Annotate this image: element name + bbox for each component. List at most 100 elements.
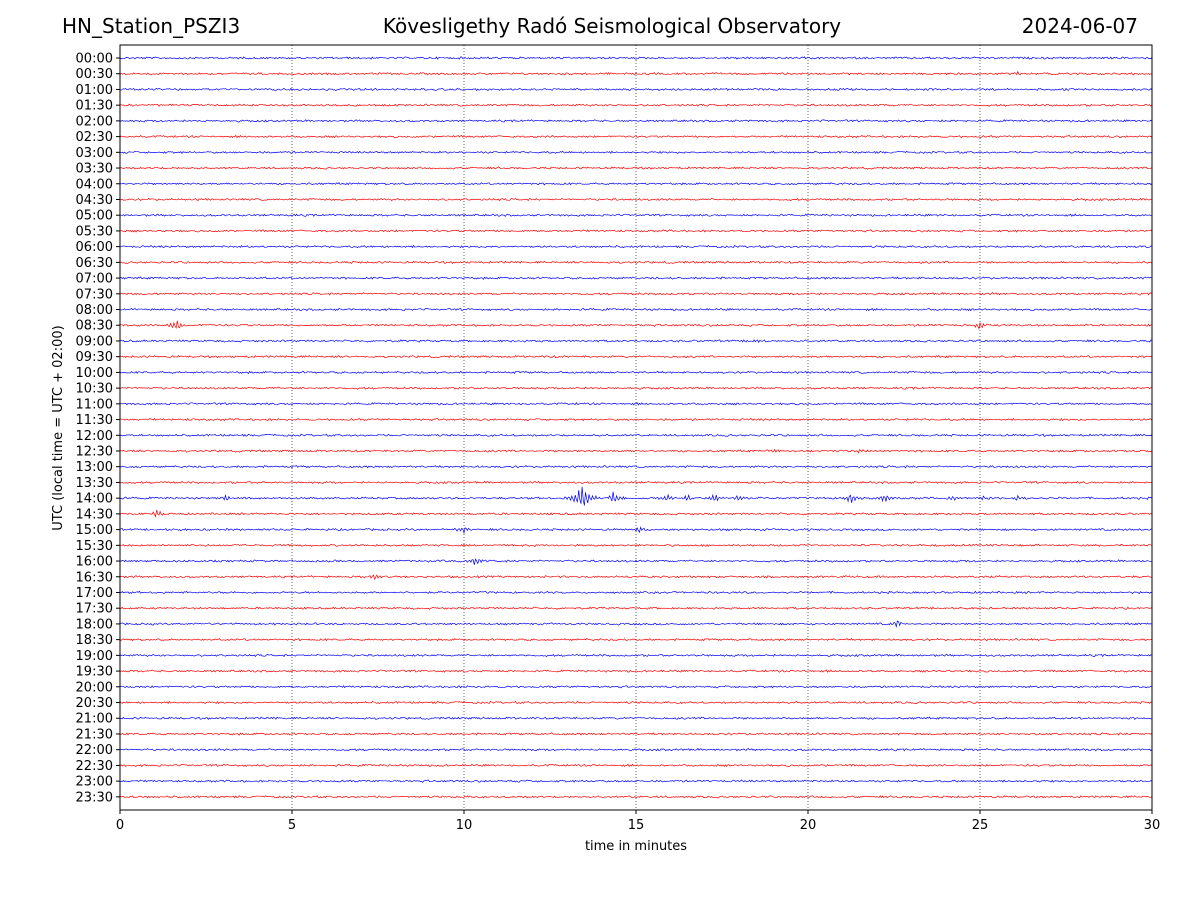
trace-0530 bbox=[119, 229, 1153, 233]
y-tick-label: 06:00 bbox=[76, 240, 113, 255]
trace-1230 bbox=[119, 448, 1153, 454]
trace-0900 bbox=[119, 339, 1153, 344]
y-tick-label: 16:00 bbox=[76, 555, 113, 570]
y-tick-label: 22:00 bbox=[76, 743, 113, 758]
y-tick-label: 20:00 bbox=[76, 680, 113, 695]
trace-1530 bbox=[119, 543, 1153, 547]
y-tick-label: 07:30 bbox=[76, 287, 113, 302]
y-tick-label: 07:00 bbox=[76, 272, 113, 287]
y-tick-label: 00:30 bbox=[76, 67, 113, 82]
trace-1600 bbox=[119, 558, 1153, 565]
trace-1130 bbox=[119, 417, 1153, 422]
trace-1730 bbox=[119, 606, 1153, 610]
y-tick-label: 13:00 bbox=[76, 460, 113, 475]
y-tick-label: 08:30 bbox=[76, 319, 113, 334]
y-tick-label: 21:00 bbox=[76, 712, 113, 727]
trace-1330 bbox=[119, 480, 1153, 485]
y-tick-label: 03:00 bbox=[76, 146, 113, 161]
y-tick-label: 00:00 bbox=[76, 52, 113, 67]
y-tick-label: 19:30 bbox=[76, 665, 113, 680]
trace-1630 bbox=[119, 574, 1153, 581]
y-tick-label: 14:30 bbox=[76, 507, 113, 522]
y-tick-label: 09:30 bbox=[76, 350, 113, 365]
y-tick-label: 05:00 bbox=[76, 209, 113, 224]
y-tick-label: 08:00 bbox=[76, 303, 113, 318]
trace-2300 bbox=[119, 779, 1153, 783]
record-date: 2024-06-07 bbox=[1021, 14, 1138, 38]
x-axis-label: time in minutes bbox=[585, 839, 687, 854]
y-tick-label: 15:00 bbox=[76, 523, 113, 538]
trace-2200 bbox=[119, 747, 1153, 752]
y-tick-label: 21:30 bbox=[76, 727, 113, 742]
trace-0030 bbox=[119, 70, 1153, 76]
y-tick-label: 02:00 bbox=[76, 114, 113, 129]
x-tick-label: 20 bbox=[800, 818, 817, 833]
trace-1500 bbox=[119, 526, 1153, 535]
trace-1930 bbox=[119, 669, 1153, 673]
trace-1300 bbox=[119, 465, 1153, 469]
trace-0200 bbox=[119, 119, 1153, 123]
trace-1030 bbox=[119, 386, 1153, 390]
y-axis-label: UTC (local time = UTC + 02:00) bbox=[51, 325, 66, 530]
y-tick-label: 12:00 bbox=[76, 429, 113, 444]
y-tick-label: 17:00 bbox=[76, 586, 113, 601]
y-tick-label: 13:30 bbox=[76, 476, 113, 491]
trace-0800 bbox=[119, 307, 1153, 312]
y-tick-label: 09:00 bbox=[76, 334, 113, 349]
x-tick-label: 0 bbox=[116, 818, 124, 833]
y-tick-label: 23:30 bbox=[76, 790, 113, 805]
trace-1100 bbox=[119, 402, 1153, 406]
x-tick-label: 25 bbox=[972, 818, 989, 833]
trace-1430 bbox=[119, 509, 1153, 518]
y-tick-label: 11:30 bbox=[76, 413, 113, 428]
y-tick-label: 19:00 bbox=[76, 649, 113, 664]
y-tick-label: 05:30 bbox=[76, 224, 113, 239]
trace-1400 bbox=[119, 486, 1153, 506]
trace-0330 bbox=[119, 166, 1153, 170]
x-tick-label: 15 bbox=[628, 818, 645, 833]
trace-1200 bbox=[119, 433, 1153, 437]
y-tick-label: 17:30 bbox=[76, 602, 113, 617]
trace-0830 bbox=[119, 320, 1153, 330]
y-tick-label: 16:30 bbox=[76, 570, 113, 585]
trace-0000 bbox=[119, 56, 1153, 60]
y-tick-label: 11:00 bbox=[76, 397, 113, 412]
trace-0500 bbox=[119, 213, 1153, 217]
trace-0430 bbox=[119, 197, 1153, 202]
y-tick-label: 04:30 bbox=[76, 193, 113, 208]
x-tick-label: 5 bbox=[288, 818, 296, 833]
trace-0600 bbox=[119, 244, 1153, 249]
station-name: HN_Station_PSZI3 bbox=[62, 14, 241, 38]
y-tick-label: 01:30 bbox=[76, 99, 113, 114]
y-tick-label: 03:30 bbox=[76, 162, 113, 177]
y-tick-label: 22:30 bbox=[76, 759, 113, 774]
trace-0300 bbox=[119, 150, 1153, 155]
y-tick-label: 02:30 bbox=[76, 130, 113, 145]
y-tick-label: 01:00 bbox=[76, 83, 113, 98]
y-tick-label: 04:00 bbox=[76, 177, 113, 192]
y-tick-label: 18:00 bbox=[76, 617, 113, 632]
y-tick-label: 15:30 bbox=[76, 539, 113, 554]
y-tick-label: 14:00 bbox=[76, 492, 113, 507]
y-tick-label: 18:30 bbox=[76, 633, 113, 648]
trace-1000 bbox=[119, 370, 1153, 375]
trace-1830 bbox=[119, 638, 1153, 642]
y-tick-label: 06:30 bbox=[76, 256, 113, 271]
trace-0730 bbox=[119, 292, 1153, 296]
trace-2230 bbox=[119, 763, 1153, 768]
y-tick-label: 10:00 bbox=[76, 366, 113, 381]
trace-0400 bbox=[119, 182, 1153, 186]
trace-2130 bbox=[119, 732, 1153, 736]
trace-0700 bbox=[119, 276, 1153, 280]
trace-2030 bbox=[119, 700, 1153, 705]
trace-1800 bbox=[119, 620, 1153, 629]
trace-2330 bbox=[119, 795, 1153, 799]
observatory-title: Kövesligethy Radó Seismological Observat… bbox=[382, 14, 842, 38]
x-tick-label: 30 bbox=[1144, 818, 1161, 833]
y-tick-label: 10:30 bbox=[76, 382, 113, 397]
trace-0230 bbox=[119, 134, 1153, 139]
trace-1900 bbox=[119, 653, 1153, 658]
trace-0100 bbox=[119, 87, 1153, 92]
